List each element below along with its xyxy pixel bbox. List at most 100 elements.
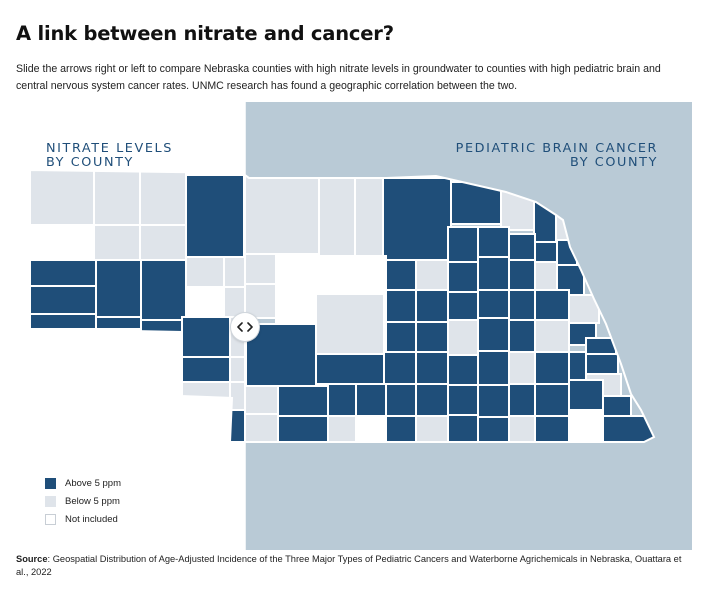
county-cell bbox=[508, 289, 536, 321]
county-cell bbox=[447, 354, 479, 386]
county-cell bbox=[93, 170, 141, 226]
source-note: Source: Geospatial Distribution of Age-A… bbox=[16, 553, 692, 579]
county-cell bbox=[477, 317, 510, 352]
county-cell bbox=[383, 351, 417, 385]
page-title: A link between nitrate and cancer? bbox=[16, 22, 394, 45]
county-cell bbox=[385, 321, 417, 353]
legend-item-above: Above 5 ppm bbox=[45, 474, 121, 492]
county-cell bbox=[477, 256, 510, 291]
county-cell bbox=[534, 289, 570, 321]
map-canvas bbox=[29, 102, 692, 550]
legend-swatch-above bbox=[45, 477, 56, 489]
county-cell bbox=[181, 316, 231, 358]
county-cell bbox=[355, 383, 387, 417]
county-cell bbox=[477, 289, 510, 319]
county-cell bbox=[95, 316, 142, 330]
county-cell bbox=[477, 350, 510, 386]
county-cell bbox=[415, 289, 449, 323]
county-cell bbox=[185, 286, 225, 318]
county-cell bbox=[30, 313, 97, 330]
county-cell bbox=[534, 319, 570, 353]
county-cell bbox=[244, 175, 320, 255]
county-cell bbox=[244, 413, 279, 442]
county-cell bbox=[318, 177, 356, 257]
county-cell bbox=[229, 356, 246, 383]
nitrate-label-line-2: BY COUNTY bbox=[46, 155, 134, 170]
source-label: Source bbox=[16, 554, 48, 564]
county-cell bbox=[534, 415, 570, 442]
county-cell bbox=[93, 224, 141, 261]
county-cell bbox=[181, 356, 231, 383]
county-cell bbox=[181, 409, 231, 442]
county-cell bbox=[568, 409, 604, 442]
county-cell bbox=[277, 415, 329, 442]
county-cell bbox=[447, 319, 479, 356]
legend-swatch-excluded bbox=[45, 513, 56, 525]
county-cell bbox=[568, 351, 587, 381]
nitrate-label-line-1: NITRATE LEVELS bbox=[46, 141, 173, 156]
cancer-label-line-2: BY COUNTY bbox=[570, 155, 658, 170]
county-cell bbox=[185, 174, 245, 258]
county-cell bbox=[508, 415, 536, 442]
legend-label-above: Above 5 ppm bbox=[65, 477, 121, 489]
county-cell bbox=[185, 256, 225, 288]
left-right-chevrons-icon bbox=[237, 322, 253, 332]
county-cell bbox=[508, 233, 536, 261]
county-cell bbox=[508, 259, 536, 291]
county-cell bbox=[447, 226, 479, 263]
county-cell bbox=[139, 170, 187, 226]
county-cell bbox=[315, 293, 385, 355]
source-text: : Geospatial Distribution of Age-Adjuste… bbox=[16, 554, 682, 577]
county-cell bbox=[534, 241, 558, 263]
legend-item-below: Below 5 ppm bbox=[45, 492, 121, 510]
county-cell bbox=[508, 319, 536, 353]
cancer-label: PEDIATRIC BRAIN CANCER BY COUNTY bbox=[456, 142, 658, 170]
county-cell bbox=[229, 409, 246, 442]
county-cell bbox=[534, 383, 570, 417]
county-cell bbox=[244, 385, 279, 415]
county-cell bbox=[30, 259, 97, 287]
county-cell bbox=[415, 383, 449, 417]
county-cell bbox=[477, 226, 510, 258]
county-cell bbox=[277, 385, 329, 417]
county-cell bbox=[602, 395, 632, 417]
county-cell bbox=[382, 177, 452, 261]
county-cell bbox=[140, 319, 183, 333]
comparison-map: NITRATE LEVELS BY COUNTY PEDIATRIC BRAIN… bbox=[16, 102, 692, 550]
county-cell bbox=[415, 415, 449, 442]
legend-item-excluded: Not included bbox=[45, 510, 121, 528]
county-cell bbox=[139, 224, 187, 261]
county-cell bbox=[415, 321, 449, 353]
county-cell bbox=[447, 291, 479, 321]
nitrate-levels-label: NITRATE LEVELS BY COUNTY bbox=[46, 142, 173, 170]
cancer-label-line-1: PEDIATRIC BRAIN CANCER bbox=[455, 141, 658, 156]
county-cell bbox=[585, 353, 619, 375]
county-cell bbox=[447, 261, 479, 293]
county-cell bbox=[327, 383, 357, 417]
county-cell bbox=[95, 259, 142, 318]
county-cell bbox=[223, 256, 246, 288]
county-cell bbox=[354, 177, 384, 257]
county-cell bbox=[245, 323, 317, 387]
legend-label-below: Below 5 ppm bbox=[65, 495, 120, 507]
county-cell bbox=[30, 170, 95, 226]
county-cell bbox=[508, 351, 536, 385]
county-cell bbox=[568, 379, 604, 411]
legend-swatch-below bbox=[45, 495, 56, 507]
county-cell bbox=[534, 261, 558, 291]
slider-handle[interactable] bbox=[231, 313, 259, 341]
county-cell bbox=[385, 259, 417, 291]
county-cell bbox=[415, 351, 449, 385]
county-cell bbox=[140, 259, 187, 321]
county-cell bbox=[315, 353, 385, 385]
description: Slide the arrows right or left to compar… bbox=[16, 63, 661, 92]
county-cell bbox=[244, 253, 277, 285]
county-cell bbox=[385, 289, 417, 323]
county-cell bbox=[477, 384, 510, 418]
county-cell bbox=[30, 285, 97, 315]
state-outline bbox=[29, 168, 656, 443]
county-cell bbox=[415, 259, 449, 291]
county-cell bbox=[385, 383, 417, 417]
county-cell bbox=[447, 384, 479, 416]
county-cell bbox=[508, 383, 536, 417]
